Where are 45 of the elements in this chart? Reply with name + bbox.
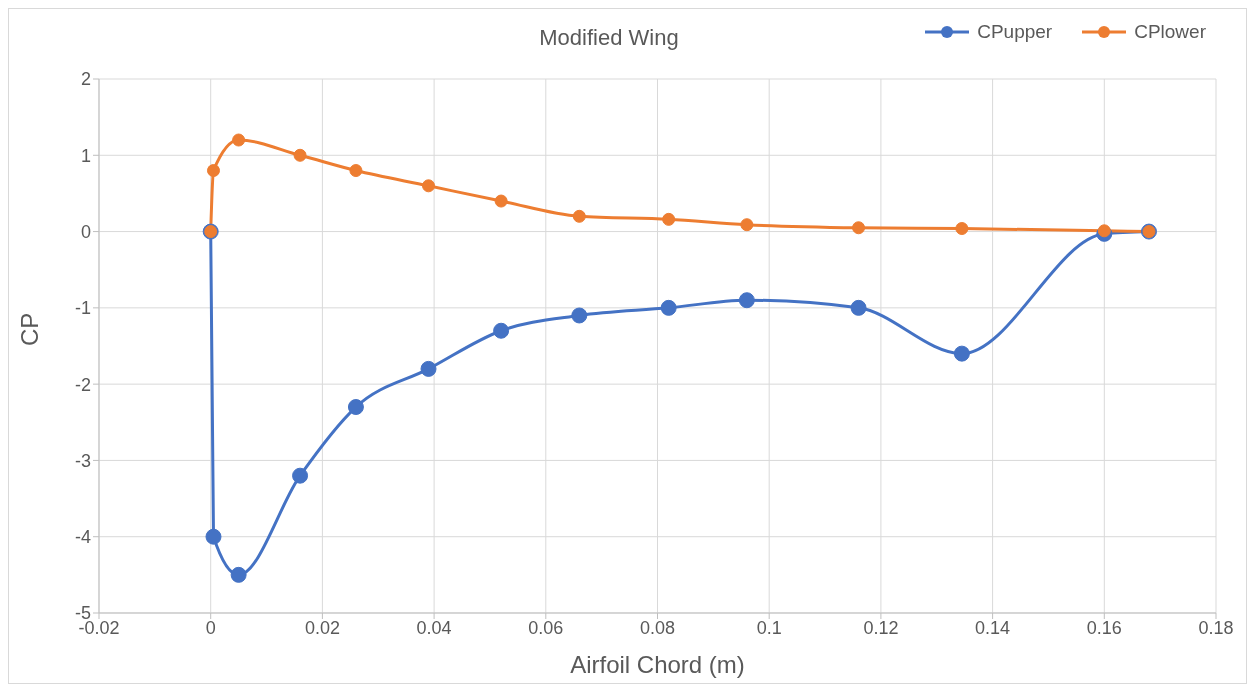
y-tick-label: -2 [74, 374, 91, 395]
legend-label: CPlower [1133, 21, 1206, 43]
x-tick-label: 0.08 [639, 617, 676, 638]
point [232, 133, 246, 147]
point [349, 164, 363, 178]
y-tick-label: -3 [74, 450, 91, 471]
legend-label: CPupper [976, 21, 1053, 43]
y-tick-label: -1 [74, 298, 91, 319]
chart-title: Modified Wing [539, 25, 679, 50]
point [293, 148, 307, 162]
point [493, 322, 510, 339]
point [206, 164, 220, 178]
point [205, 528, 222, 545]
point [347, 399, 364, 416]
point [738, 292, 755, 309]
x-tick-label: 0.18 [1198, 617, 1234, 638]
point [660, 299, 677, 316]
x-tick-label: 0.06 [528, 617, 564, 638]
y-tick-label: -4 [74, 527, 91, 548]
point [953, 345, 970, 362]
x-tick-label: 0.04 [416, 617, 452, 638]
point [740, 218, 754, 232]
y-tick-label: 2 [80, 69, 91, 90]
x-tick-label: 0.14 [975, 617, 1011, 638]
x-tick-label: 0.02 [304, 617, 340, 638]
point [662, 212, 676, 226]
y-tick-label: 1 [80, 145, 91, 166]
x-axis-title: Airfoil Chord (m) [570, 651, 745, 678]
point [1097, 224, 1111, 238]
point [850, 299, 867, 316]
x-tick-label: 0.16 [1086, 617, 1122, 638]
point [955, 222, 969, 236]
x-tick-label: 0 [205, 617, 216, 638]
y-axis-title: CP [15, 312, 43, 346]
point [292, 467, 309, 484]
point [571, 307, 588, 324]
point [572, 209, 586, 223]
y-tick-label: 0 [80, 221, 91, 242]
point [422, 179, 436, 193]
point [420, 360, 437, 377]
point [494, 194, 508, 208]
point [230, 566, 247, 583]
point [852, 221, 866, 235]
x-tick-label: 0.12 [863, 617, 899, 638]
x-tick-label: 0.1 [756, 617, 782, 638]
